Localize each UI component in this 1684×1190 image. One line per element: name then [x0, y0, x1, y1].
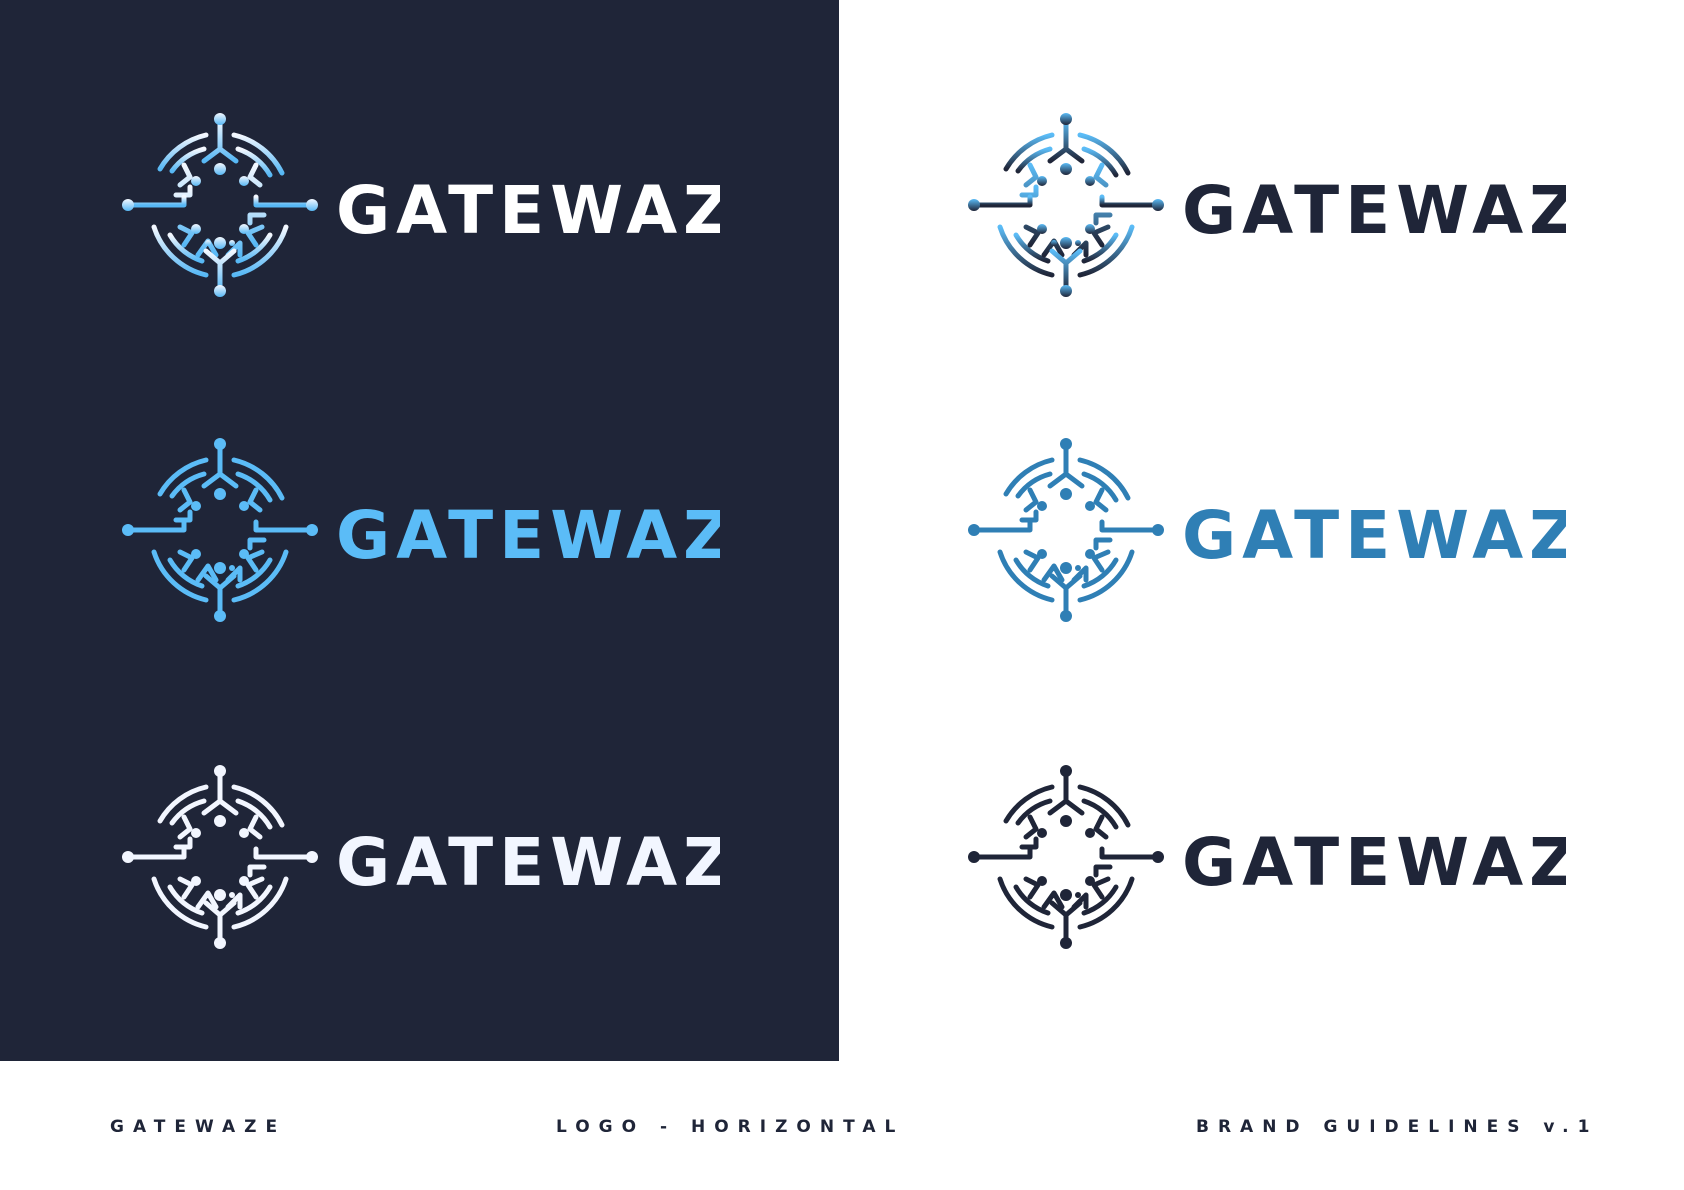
wordmark-text: GATEWAZE: [336, 824, 720, 901]
logo-light-navy: GATEWAZE: [966, 757, 1566, 957]
gatewaze-mark-icon: [122, 113, 318, 297]
footer-section-title: LOGO - HORIZONTAL: [556, 1117, 905, 1137]
wordmark-text: GATEWAZE: [1182, 172, 1566, 249]
logo-svg: GATEWAZE: [122, 438, 720, 622]
logo-svg: GATEWAZE: [122, 765, 720, 949]
logo-svg: GATEWAZE: [968, 113, 1566, 297]
logo-dark-white: GATEWAZE: [120, 757, 720, 957]
logo-svg: GATEWAZE: [122, 113, 720, 297]
gatewaze-mark-icon: [968, 113, 1164, 297]
logo-dark-gradient: GATEWAZE: [120, 105, 720, 305]
gatewaze-mark-icon: [968, 765, 1164, 949]
logo-svg: GATEWAZE: [968, 765, 1566, 949]
footer-document-title: BRAND GUIDELINES v.1: [1196, 1117, 1599, 1137]
footer: [0, 1061, 1684, 1190]
footer-brand-name: GATEWAZE: [110, 1117, 287, 1137]
wordmark-text: GATEWAZE: [1182, 824, 1566, 901]
logo-dark-light-blue: GATEWAZE: [120, 430, 720, 630]
logo-light-gradient: GATEWAZE: [966, 105, 1566, 305]
logo-svg: GATEWAZE: [968, 438, 1566, 622]
gatewaze-mark-icon: [122, 765, 318, 949]
logo-light-mid-blue: GATEWAZE: [966, 430, 1566, 630]
gatewaze-mark-icon: [968, 438, 1164, 622]
gatewaze-mark-icon: [122, 438, 318, 622]
wordmark-text: GATEWAZE: [336, 172, 720, 249]
wordmark-text: GATEWAZE: [336, 497, 720, 574]
wordmark-text: GATEWAZE: [1182, 497, 1566, 574]
